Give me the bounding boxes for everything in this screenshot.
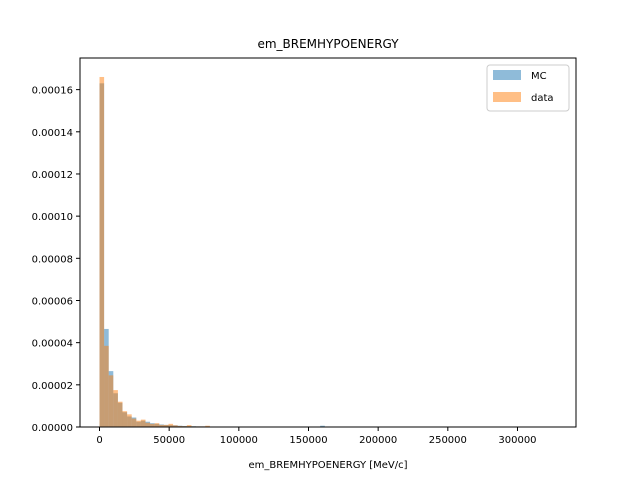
y-tick-label-1: 0.00002	[32, 381, 73, 392]
x-tick-label-3: 150000	[289, 435, 327, 446]
y-tick-label-6: 0.00012	[32, 170, 73, 181]
bar-data-13	[159, 424, 164, 427]
y-tick-label-5: 0.00010	[32, 212, 73, 223]
legend: MC data	[486, 64, 570, 112]
bar-data-15	[168, 423, 174, 427]
y-tick-label-3: 0.00006	[32, 296, 73, 307]
bar-data-10	[145, 422, 151, 427]
y-tick-label-2: 0.00004	[32, 339, 73, 350]
y-tick-label-7: 0.00014	[32, 128, 73, 139]
bar-data-5	[122, 411, 128, 427]
bar-data-1	[104, 345, 109, 427]
bar-data-0	[99, 76, 105, 427]
y-axis: 0.00000 0.00002 0.00004 0.00006 0.00008 0.000…	[32, 86, 80, 434]
x-tick-label-1: 50000	[153, 435, 185, 446]
plot-frame	[79, 57, 577, 428]
bar-data-12	[154, 423, 160, 427]
legend-label-mc: MC	[531, 71, 547, 82]
x-tick-label-4: 200000	[359, 435, 397, 446]
bar-data-3	[113, 390, 118, 427]
bar-data-17	[177, 425, 183, 427]
legend-swatch-mc	[493, 70, 521, 80]
legend-label-data: data	[531, 93, 554, 104]
x-axis-title: em_BREMHYPOENERGY [MeV/c]	[248, 460, 407, 471]
bar-data-19	[186, 425, 192, 427]
chart-title: em_BREMHYPOENERGY	[257, 37, 399, 51]
bar-mc-48	[320, 425, 325, 427]
x-tick-label-5: 250000	[429, 435, 467, 446]
legend-swatch-data	[493, 92, 521, 102]
bar-data-14	[163, 424, 169, 427]
bar-data-7	[131, 418, 137, 427]
x-tick-label-0: 0	[96, 435, 102, 446]
bar-data-2	[108, 375, 114, 427]
bar-data-23	[205, 425, 210, 427]
bar-data-4	[117, 401, 123, 427]
x-tick-label-2: 100000	[220, 435, 258, 446]
x-axis: 0 50000 100000 150000 200000 250000 300000	[96, 427, 537, 446]
bar-data-6	[127, 414, 132, 427]
y-tick-label-8: 0.00016	[32, 86, 73, 97]
y-tick-label-4: 0.00008	[32, 254, 73, 265]
bar-data-11	[150, 423, 155, 427]
bar-data-8	[136, 420, 141, 427]
x-tick-label-6: 300000	[498, 435, 536, 446]
bar-data-9	[140, 419, 146, 427]
y-tick-label-0: 0.00000	[32, 423, 73, 434]
bar-data-16	[173, 425, 178, 427]
